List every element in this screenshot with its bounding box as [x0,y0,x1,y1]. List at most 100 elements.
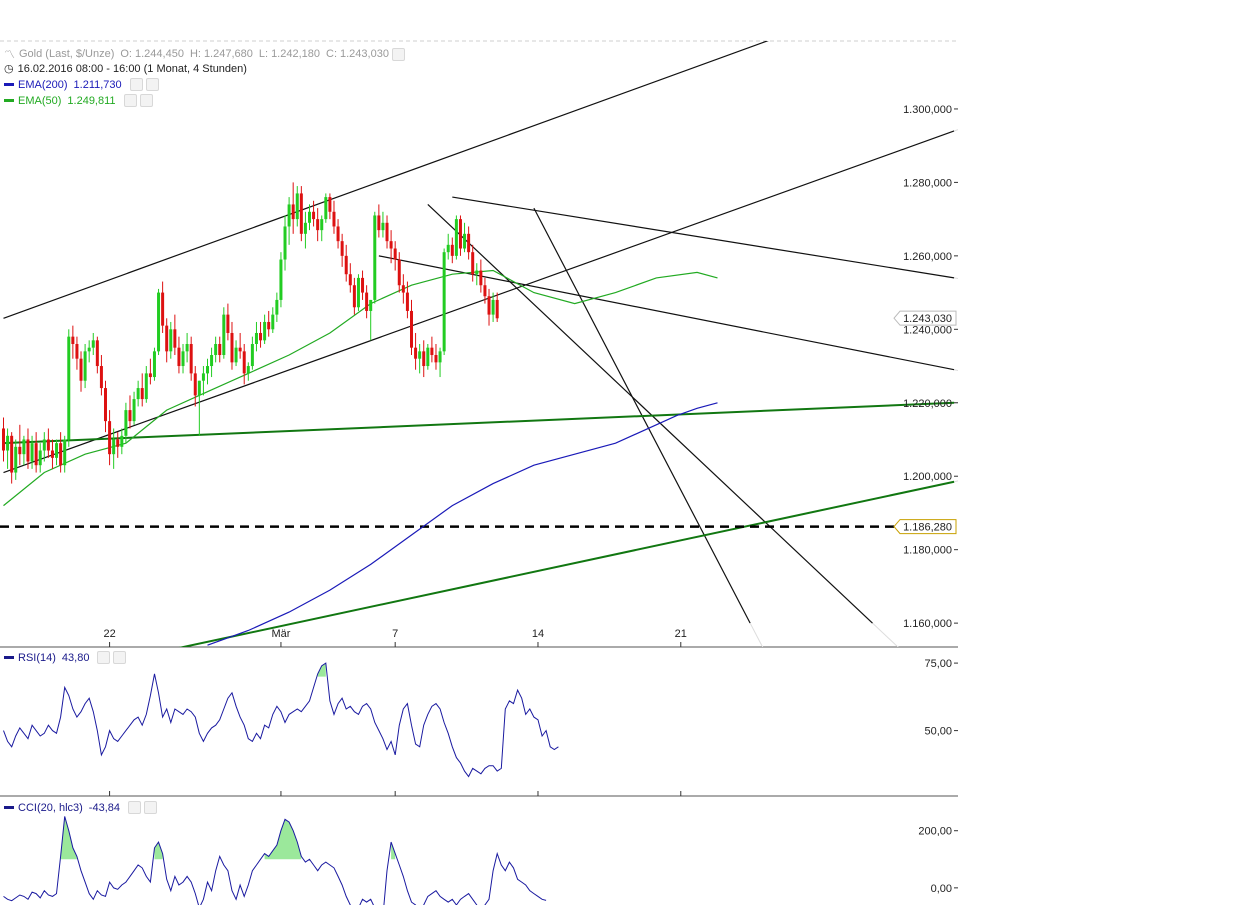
candle-down [316,219,320,231]
instrument-settings-icon[interactable] [391,47,405,61]
candle-up [6,435,10,451]
cci-legend: CCI(20, hlc3) -43,84 [4,801,157,814]
ema50-label: EMA(50) [18,94,62,107]
rsi-swatch [4,656,14,659]
cci-close-icon[interactable] [144,801,157,814]
rsi-settings-icon[interactable] [97,651,111,664]
timeframe-text: 16.02.2016 08:00 - 16:00 (1 Monat, 4 Stu… [17,62,247,75]
candle-down [430,347,434,356]
candle-down [401,285,405,293]
price-marker-label: 1.243,030 [903,313,952,325]
candle-down [361,277,365,293]
ema200-value: 1.211,730 [73,78,122,91]
price-tick-label: 1.200,000 [903,471,952,483]
trendline-layer [0,41,958,647]
trendline-extension [954,402,958,404]
candle-down [410,310,413,348]
candle-up [152,351,156,378]
candle-up [181,351,185,367]
rsi-line [3,662,559,778]
ema200-close-icon[interactable] [145,78,159,91]
high-value: 1.247,680 [203,48,253,60]
black-trendline [452,196,955,279]
candle-down [422,351,426,367]
candle-down [405,292,409,311]
candle-up [222,314,226,356]
open-label: O: [120,48,132,60]
candle-down [458,219,462,249]
cci-value: -43,84 [88,801,120,814]
candle-up [295,193,299,220]
candle-up [373,215,377,300]
black-trendline [3,130,955,474]
cci-overbought-fill [60,816,77,860]
candle-down [238,347,242,352]
rsi-overbought-fill [317,663,326,677]
price-marker-box [893,310,957,326]
open-value: 1.244,450 [135,48,184,60]
price-tick-label: 1.220,000 [903,398,952,410]
candle-down [365,292,369,311]
trendline-extension [749,622,764,647]
time-tick-label: Mär [271,628,290,640]
candle-down [26,439,30,462]
trendline-extension [954,480,958,483]
rsi-label: RSI(14) [18,651,56,664]
candle-up [144,373,148,400]
cci-swatch [4,806,14,809]
candle-up [30,443,34,462]
candle-down [487,296,491,315]
candle-up [55,443,59,458]
rsi-close-icon[interactable] [113,651,127,664]
timeframe-legend: ◷ 16.02.2016 08:00 - 16:00 (1 Monat, 4 S… [4,62,247,76]
candle-up [14,446,18,473]
candle-up [308,211,311,223]
candle-down [344,255,348,275]
last-price-marker: 1.243,030 [893,310,957,326]
candle-down [50,450,54,458]
price-marker-layer: 1.243,030 1.186,280 [893,310,957,535]
candle-down [79,358,83,381]
candle-up [91,340,95,348]
rsi-tick-label: 75,00 [924,658,952,670]
instrument-name: Gold (Last, $/Unze) [19,48,115,60]
candle-down [389,241,393,249]
price-marker-label: 1.186,280 [903,522,952,534]
candle-down [104,388,107,422]
candle-layer [2,182,499,484]
candle-down [193,373,197,396]
ema50-swatch [4,99,14,102]
time-tick-label: 22 [103,628,115,640]
ema-layer [3,269,718,646]
candle-up [42,439,46,451]
candle-down [173,329,177,348]
ema50-settings-icon[interactable] [123,94,137,107]
candle-down [71,336,75,344]
close-value: 1.243,030 [340,48,389,60]
candle-up [356,277,360,308]
candle-down [348,274,352,286]
cci-settings-icon[interactable] [128,801,141,814]
candle-down [189,344,193,374]
candle-up [475,270,479,275]
candle-up [210,355,214,367]
candle-down [148,373,152,378]
candle-down [75,344,79,359]
candle-down [108,421,112,455]
close-label: C: [326,48,337,60]
candle-down [165,325,169,352]
candle-down [479,270,483,286]
candle-down [352,285,356,308]
candle-up [454,219,458,256]
candle-down [450,244,454,256]
ema200-settings-icon[interactable] [129,78,143,91]
candle-up [22,439,26,455]
candle-down [99,366,103,389]
time-tick-label: 7 [392,628,398,640]
candle-down [140,388,144,400]
candle-up [197,380,201,396]
ema50-close-icon[interactable] [139,94,153,107]
candle-up [283,226,287,260]
candle-up [320,219,324,231]
